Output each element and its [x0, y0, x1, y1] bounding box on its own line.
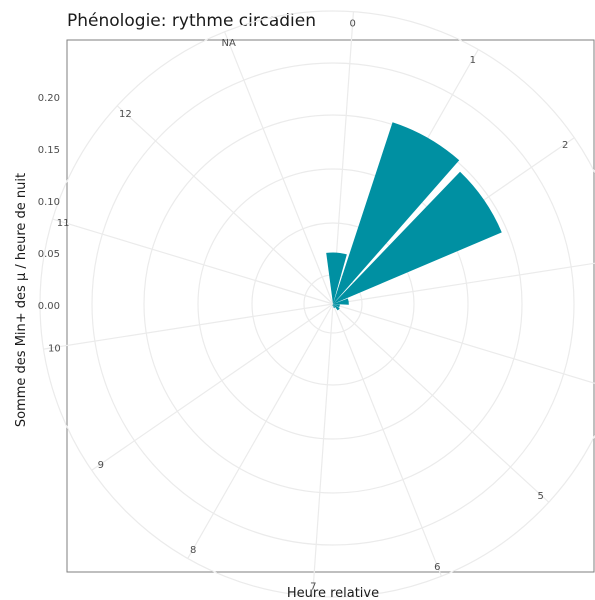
category-label-6: 6 — [434, 562, 440, 573]
x-axis-title: Heure relative — [287, 586, 379, 600]
category-label-8: 8 — [190, 545, 196, 556]
grid-spoke-11 — [53, 219, 333, 304]
category-label-9: 9 — [98, 460, 104, 471]
grid-spoke-10 — [43, 304, 333, 349]
category-label-12: 12 — [119, 109, 132, 120]
grid-spoke-6 — [333, 304, 441, 576]
grid-spoke-4 — [333, 304, 595, 389]
radial-tick-0.00: 0.00 — [38, 301, 60, 312]
category-label-11: 11 — [57, 218, 70, 229]
radial-tick-0.20: 0.20 — [38, 93, 60, 104]
grid-spoke-NA — [225, 32, 333, 304]
radial-tick-0.15: 0.15 — [38, 145, 60, 156]
radial-tick-0.05: 0.05 — [38, 249, 60, 260]
category-label-NA: NA — [222, 38, 236, 49]
category-label-0: 0 — [349, 19, 355, 30]
grid-spoke-5 — [333, 304, 549, 502]
category-label-1: 1 — [470, 55, 476, 66]
grid-spoke-7 — [313, 304, 333, 596]
radial-tick-0.10: 0.10 — [38, 197, 60, 208]
grid-spoke-12 — [117, 106, 333, 304]
category-label-2: 2 — [562, 140, 568, 151]
category-label-10: 10 — [48, 343, 61, 354]
grid-ring-5 — [40, 11, 595, 597]
grid-spoke-8 — [188, 304, 333, 558]
y-axis-title: Somme des Min+ des µ / heure de nuit — [14, 173, 29, 427]
grid-spoke-9 — [92, 304, 333, 470]
category-label-5: 5 — [537, 491, 543, 502]
grid-layer — [40, 11, 595, 597]
chart-title: Phénologie: rythme circadien — [67, 11, 316, 31]
